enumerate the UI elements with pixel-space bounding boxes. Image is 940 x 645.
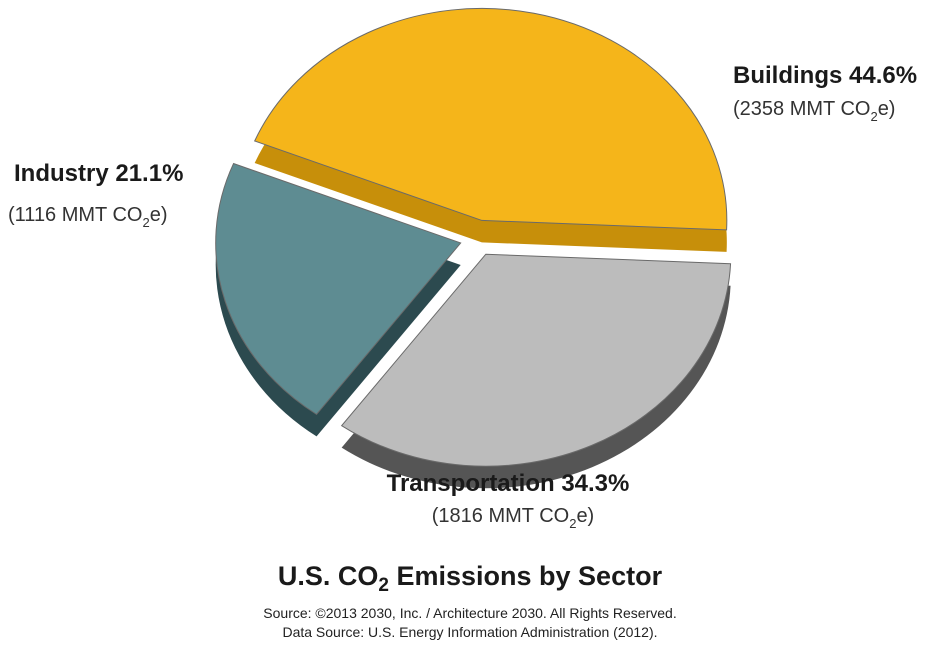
chart-title: U.S. CO2 Emissions by Sector xyxy=(278,561,663,596)
source-line-1: Source: ©2013 2030, Inc. / Architecture … xyxy=(263,605,676,621)
slice-label-transportation: Transportation 34.3% xyxy=(387,470,630,497)
slice-label-buildings: Buildings 44.6% xyxy=(733,62,917,89)
pie-slice-industry xyxy=(215,162,462,416)
slice-label-industry: Industry 21.1% xyxy=(14,160,183,187)
pie-slice-buildings xyxy=(253,7,728,231)
slice-value-transportation: (1816 MMT CO2e) xyxy=(432,505,594,531)
pie-slice-tops xyxy=(215,7,732,467)
slice-value-industry: (1116 MMT CO2e) xyxy=(8,204,168,230)
slice-value-buildings: (2358 MMT CO2e) xyxy=(733,98,895,124)
pie-slice-transportation xyxy=(340,253,732,467)
source-line-2: Data Source: U.S. Energy Information Adm… xyxy=(282,624,657,640)
